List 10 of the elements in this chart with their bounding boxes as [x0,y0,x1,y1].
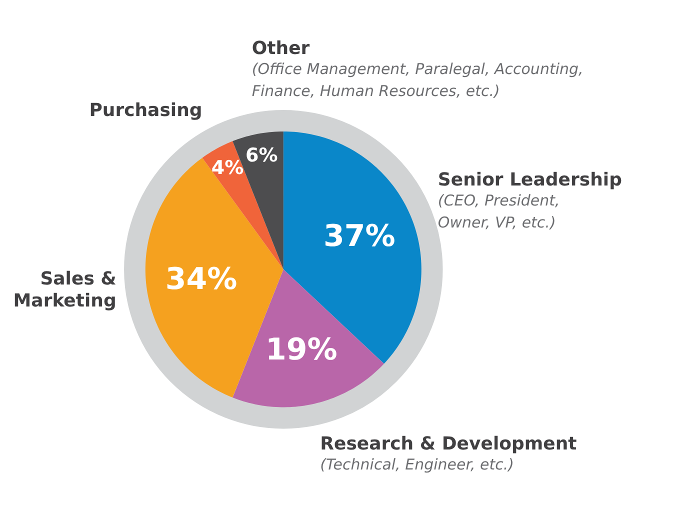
slice-label: Sales & Marketing [13,268,116,312]
data-label: 19% [266,332,338,368]
data-label: 4% [211,156,244,179]
data-label: 34% [165,262,238,298]
data-label: 37% [323,219,396,254]
slice-label: Senior Leadership (CEO, President, Owner, VP, etc.) [438,170,622,232]
slice-label: Research & Development (Technical, Engineer, etc.) [320,434,578,474]
slice-label: Purchasing [89,100,202,121]
slice-label: Other (Office Management, Paralegal, Accounting, Finance, Human Resources, etc.) [252,38,584,100]
data-label: 6% [246,144,278,167]
